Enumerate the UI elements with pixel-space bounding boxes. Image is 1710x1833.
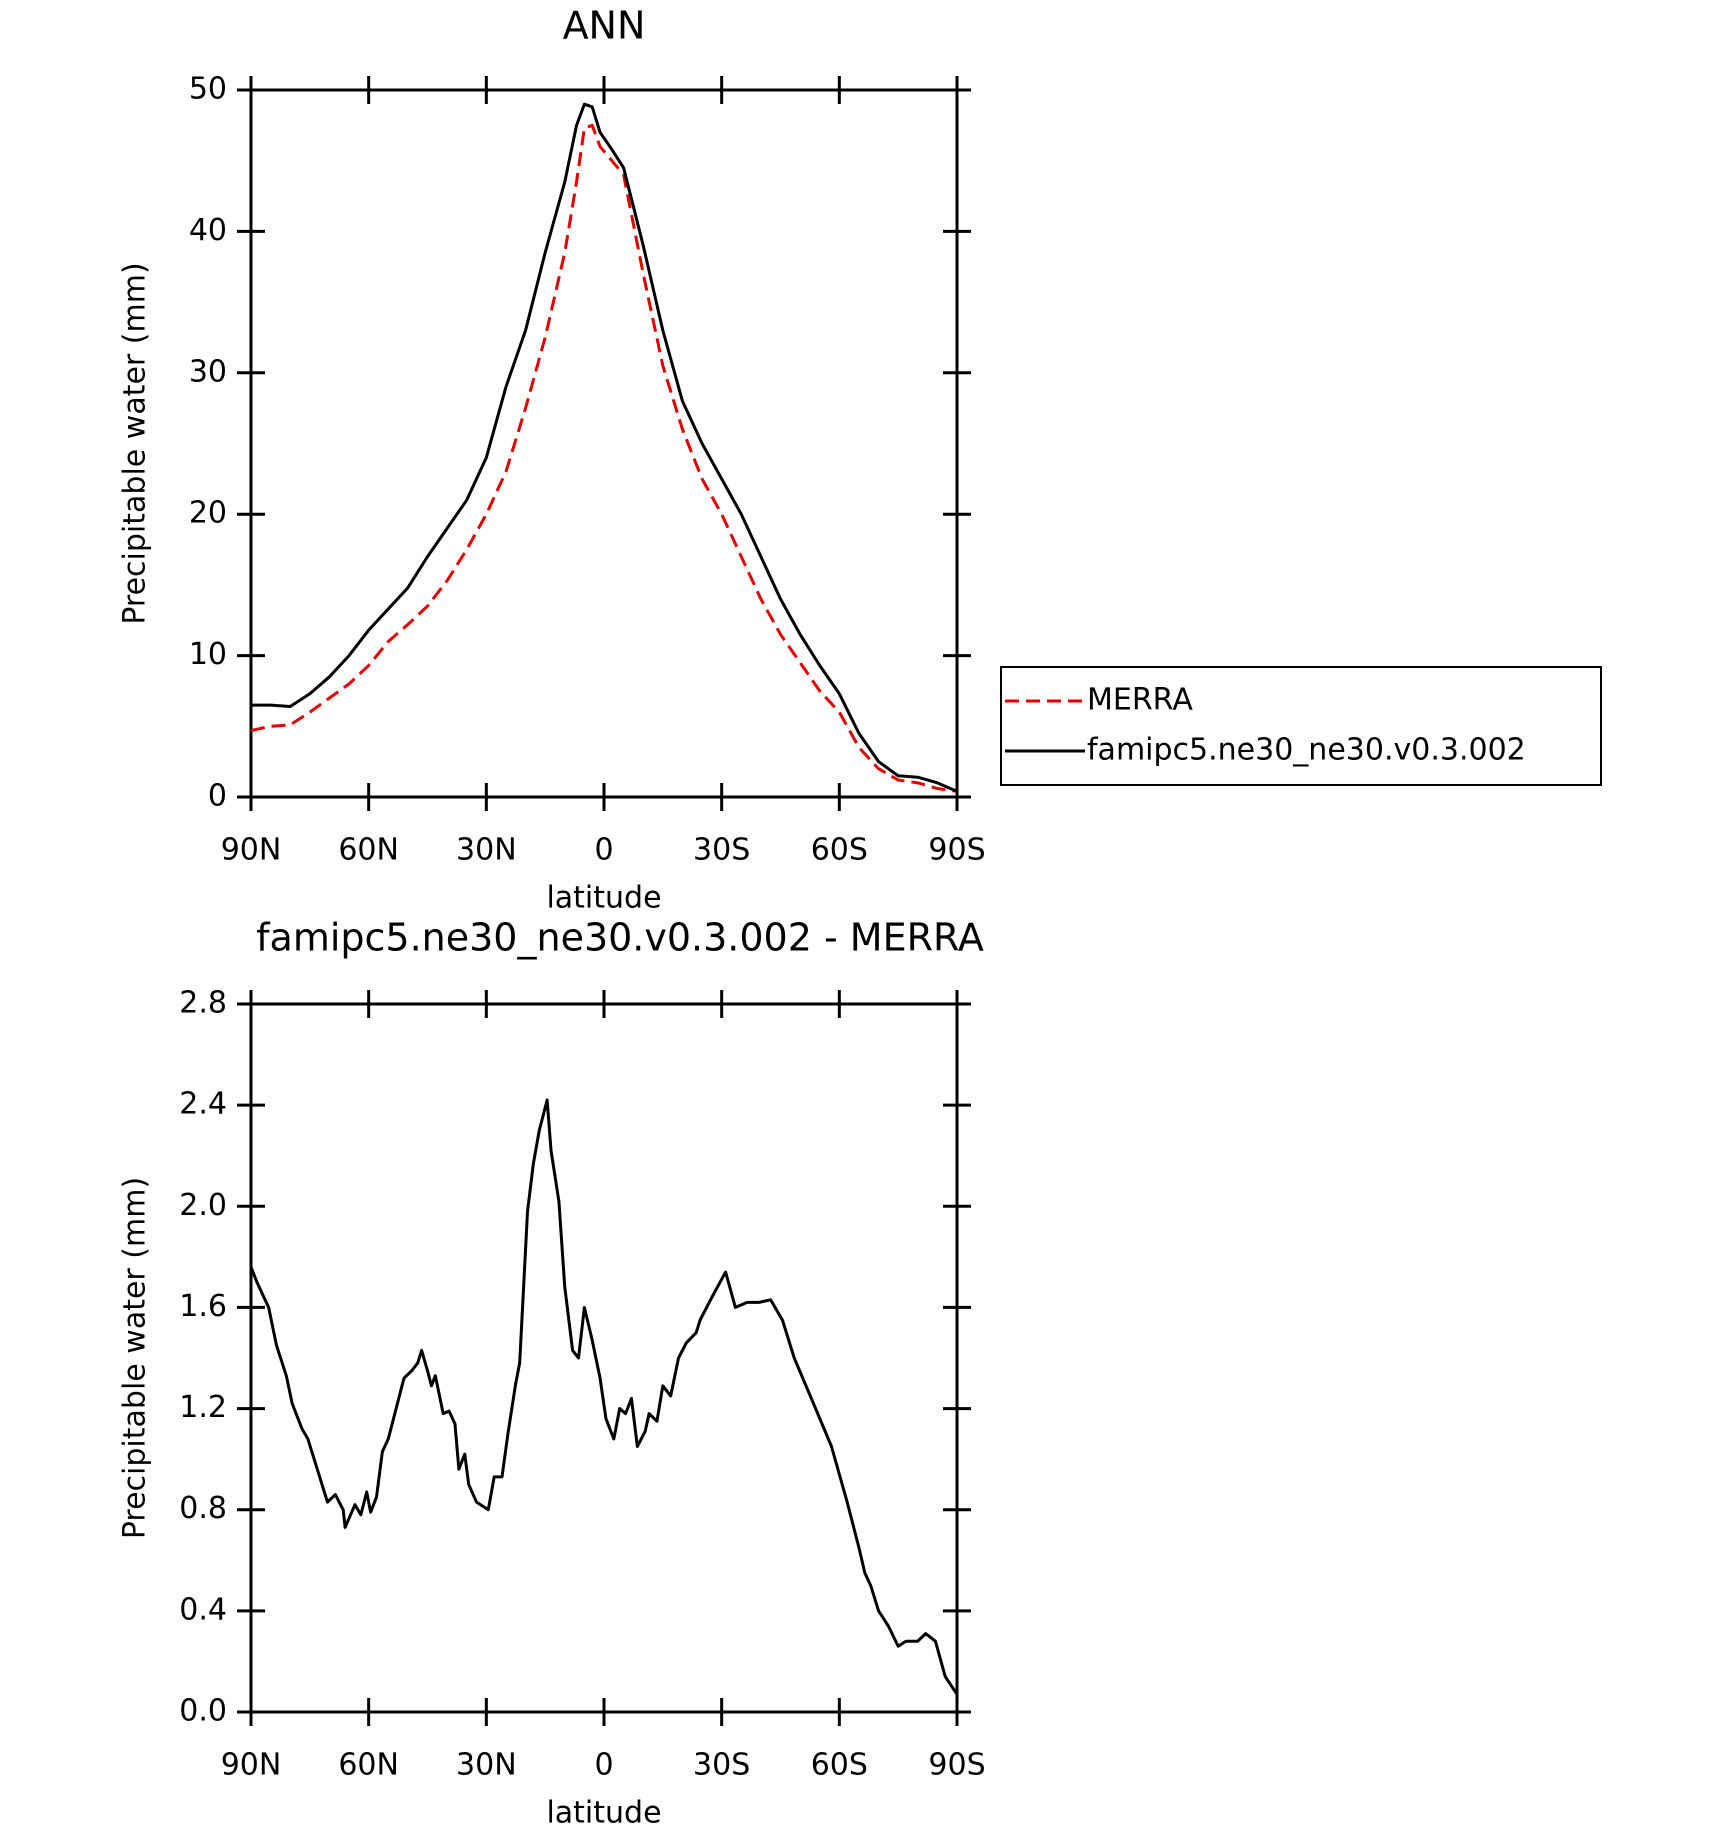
x-tick-label: 60S — [811, 833, 868, 868]
x-tick-label: 0 — [594, 1748, 613, 1783]
y-tick-label: 50 — [189, 72, 227, 107]
chart-title: ANN — [563, 4, 646, 48]
y-tick-label: 0.0 — [179, 1694, 227, 1729]
y-tick-label: 30 — [189, 354, 227, 389]
series-line — [251, 102, 958, 793]
x-axis-label: latitude — [546, 881, 661, 916]
x-tick-label: 0 — [594, 833, 613, 868]
y-axis-label: Precipitable water (mm) — [118, 262, 153, 624]
y-tick-label: 20 — [189, 496, 227, 531]
legend-label: famipc5.ne30_ne30.v0.3.002 — [1087, 733, 1526, 768]
x-tick-label: 90N — [221, 1748, 282, 1783]
series-line — [250, 123, 958, 793]
chart-title: famipc5.ne30_ne30.v0.3.002 - MERRA — [256, 916, 984, 960]
x-tick-label: 30N — [456, 1748, 517, 1783]
y-axis-label: Precipitable water (mm) — [118, 1177, 153, 1539]
y-tick-label: 0.4 — [179, 1592, 227, 1627]
y-tick-label: 2.4 — [179, 1087, 227, 1122]
series-line — [249, 1098, 959, 1696]
y-tick-label: 40 — [189, 213, 227, 248]
x-tick-label: 90N — [221, 833, 282, 868]
x-tick-label: 30S — [693, 1748, 750, 1783]
y-tick-label: 1.2 — [179, 1390, 227, 1425]
y-tick-label: 2.0 — [179, 1188, 227, 1223]
x-tick-label: 90S — [928, 1748, 985, 1783]
x-tick-label: 30N — [456, 833, 517, 868]
legend-label: MERRA — [1087, 683, 1193, 718]
x-axis-label: latitude — [546, 1796, 661, 1831]
x-tick-label: 30S — [693, 833, 750, 868]
y-tick-label: 10 — [189, 637, 227, 672]
y-tick-label: 0.8 — [179, 1491, 227, 1526]
x-tick-label: 90S — [928, 833, 985, 868]
plot-frame — [249, 1002, 959, 1714]
x-tick-label: 60S — [811, 1748, 868, 1783]
y-tick-label: 2.8 — [179, 986, 227, 1021]
plot-frame — [249, 88, 959, 799]
x-tick-label: 60N — [338, 1748, 399, 1783]
x-tick-label: 60N — [338, 833, 399, 868]
legend-box — [1000, 666, 1602, 786]
y-tick-label: 0 — [208, 779, 227, 814]
y-tick-label: 1.6 — [179, 1289, 227, 1324]
